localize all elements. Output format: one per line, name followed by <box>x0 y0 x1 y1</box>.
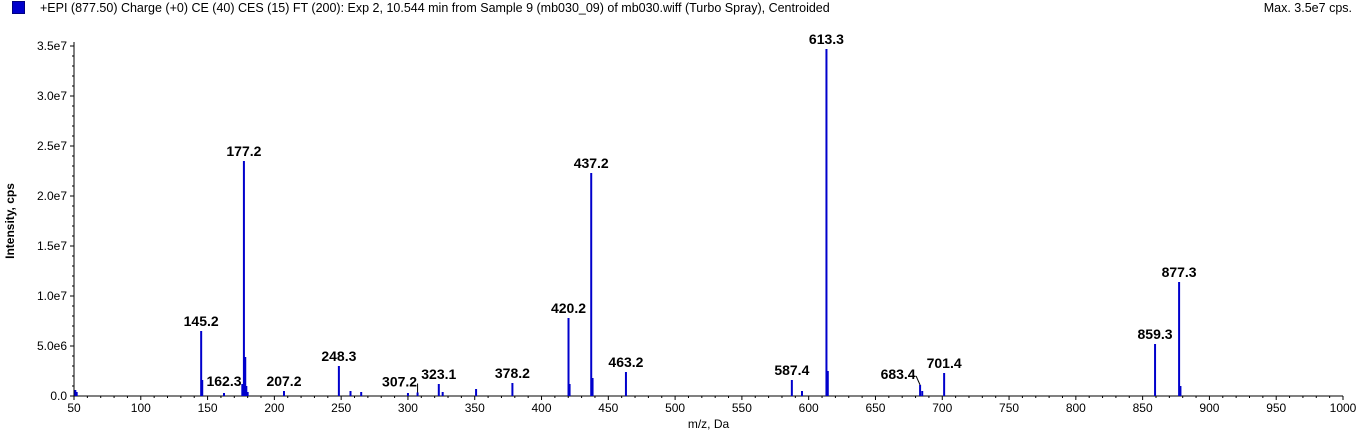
peak-label: 323.1 <box>421 366 456 382</box>
x-tick-label: 500 <box>665 401 685 415</box>
peak-label: 307.2 <box>382 374 417 390</box>
x-tick-label: 1000 <box>1330 401 1357 415</box>
x-tick-label: 750 <box>999 401 1019 415</box>
x-tick-label: 600 <box>799 401 819 415</box>
y-tick-label: 5.0e6 <box>37 339 67 353</box>
peak-bars <box>74 49 1182 396</box>
ticks: 50 100 150 200 250 300 350 400 450 500 550 600 650 70… <box>37 39 1357 415</box>
y-tick-label: 3.0e7 <box>37 89 67 103</box>
peak-label: 177.2 <box>226 143 261 159</box>
y-axis-title: Intensity, cps <box>3 183 17 259</box>
x-tick-label: 650 <box>865 401 885 415</box>
chart-header: +EPI (877.50) Charge (+0) CE (40) CES (1… <box>0 0 1360 20</box>
peak-label: 207.2 <box>266 373 301 389</box>
axes <box>73 42 1343 397</box>
peak-label: 248.3 <box>321 348 356 364</box>
x-tick-label: 250 <box>331 401 351 415</box>
y-tick-label: 0.0 <box>50 389 67 403</box>
y-tick-label: 2.0e7 <box>37 189 67 203</box>
peak-label: 587.4 <box>774 362 809 378</box>
peak-label: 613.3 <box>809 31 844 47</box>
x-tick-label: 200 <box>264 401 284 415</box>
x-tick-label: 150 <box>198 401 218 415</box>
x-tick-label: 350 <box>465 401 485 415</box>
peak-label: 437.2 <box>574 155 609 171</box>
peak-leader-line <box>915 375 921 386</box>
peak-labels: 145.2 162.3 177.2 207.2 248.3 307.2 323.1 378.2… <box>184 31 1197 393</box>
legend-swatch-icon <box>12 1 25 14</box>
chart-title: +EPI (877.50) Charge (+0) CE (40) CES (1… <box>40 1 830 15</box>
peak-label: 420.2 <box>551 300 586 316</box>
x-tick-label: 100 <box>131 401 151 415</box>
y-tick-label: 2.5e7 <box>37 139 67 153</box>
x-tick-label: 50 <box>67 401 81 415</box>
x-tick-label: 550 <box>732 401 752 415</box>
x-tick-label: 850 <box>1133 401 1153 415</box>
x-tick-label: 800 <box>1066 401 1086 415</box>
peak-label: 877.3 <box>1162 264 1197 280</box>
peak-label: 145.2 <box>184 313 219 329</box>
x-tick-label: 950 <box>1266 401 1286 415</box>
x-tick-label: 300 <box>398 401 418 415</box>
x-axis-title: m/z, Da <box>688 417 730 431</box>
x-tick-label: 900 <box>1199 401 1219 415</box>
x-tick-label: 400 <box>532 401 552 415</box>
x-tick-label: 450 <box>598 401 618 415</box>
y-tick-label: 1.5e7 <box>37 239 67 253</box>
peak-label: 701.4 <box>927 355 962 371</box>
peak-label: 463.2 <box>608 354 643 370</box>
y-tick-label: 3.5e7 <box>37 39 67 53</box>
peak-label: 162.3 <box>206 373 241 389</box>
max-intensity-label: Max. 3.5e7 cps. <box>1263 1 1352 15</box>
x-tick-label: 700 <box>932 401 952 415</box>
y-tick-label: 1.0e7 <box>37 289 67 303</box>
peak-label: 683.4 <box>881 366 916 382</box>
peak-label: 378.2 <box>495 365 530 381</box>
peak-label: 859.3 <box>1138 326 1173 342</box>
